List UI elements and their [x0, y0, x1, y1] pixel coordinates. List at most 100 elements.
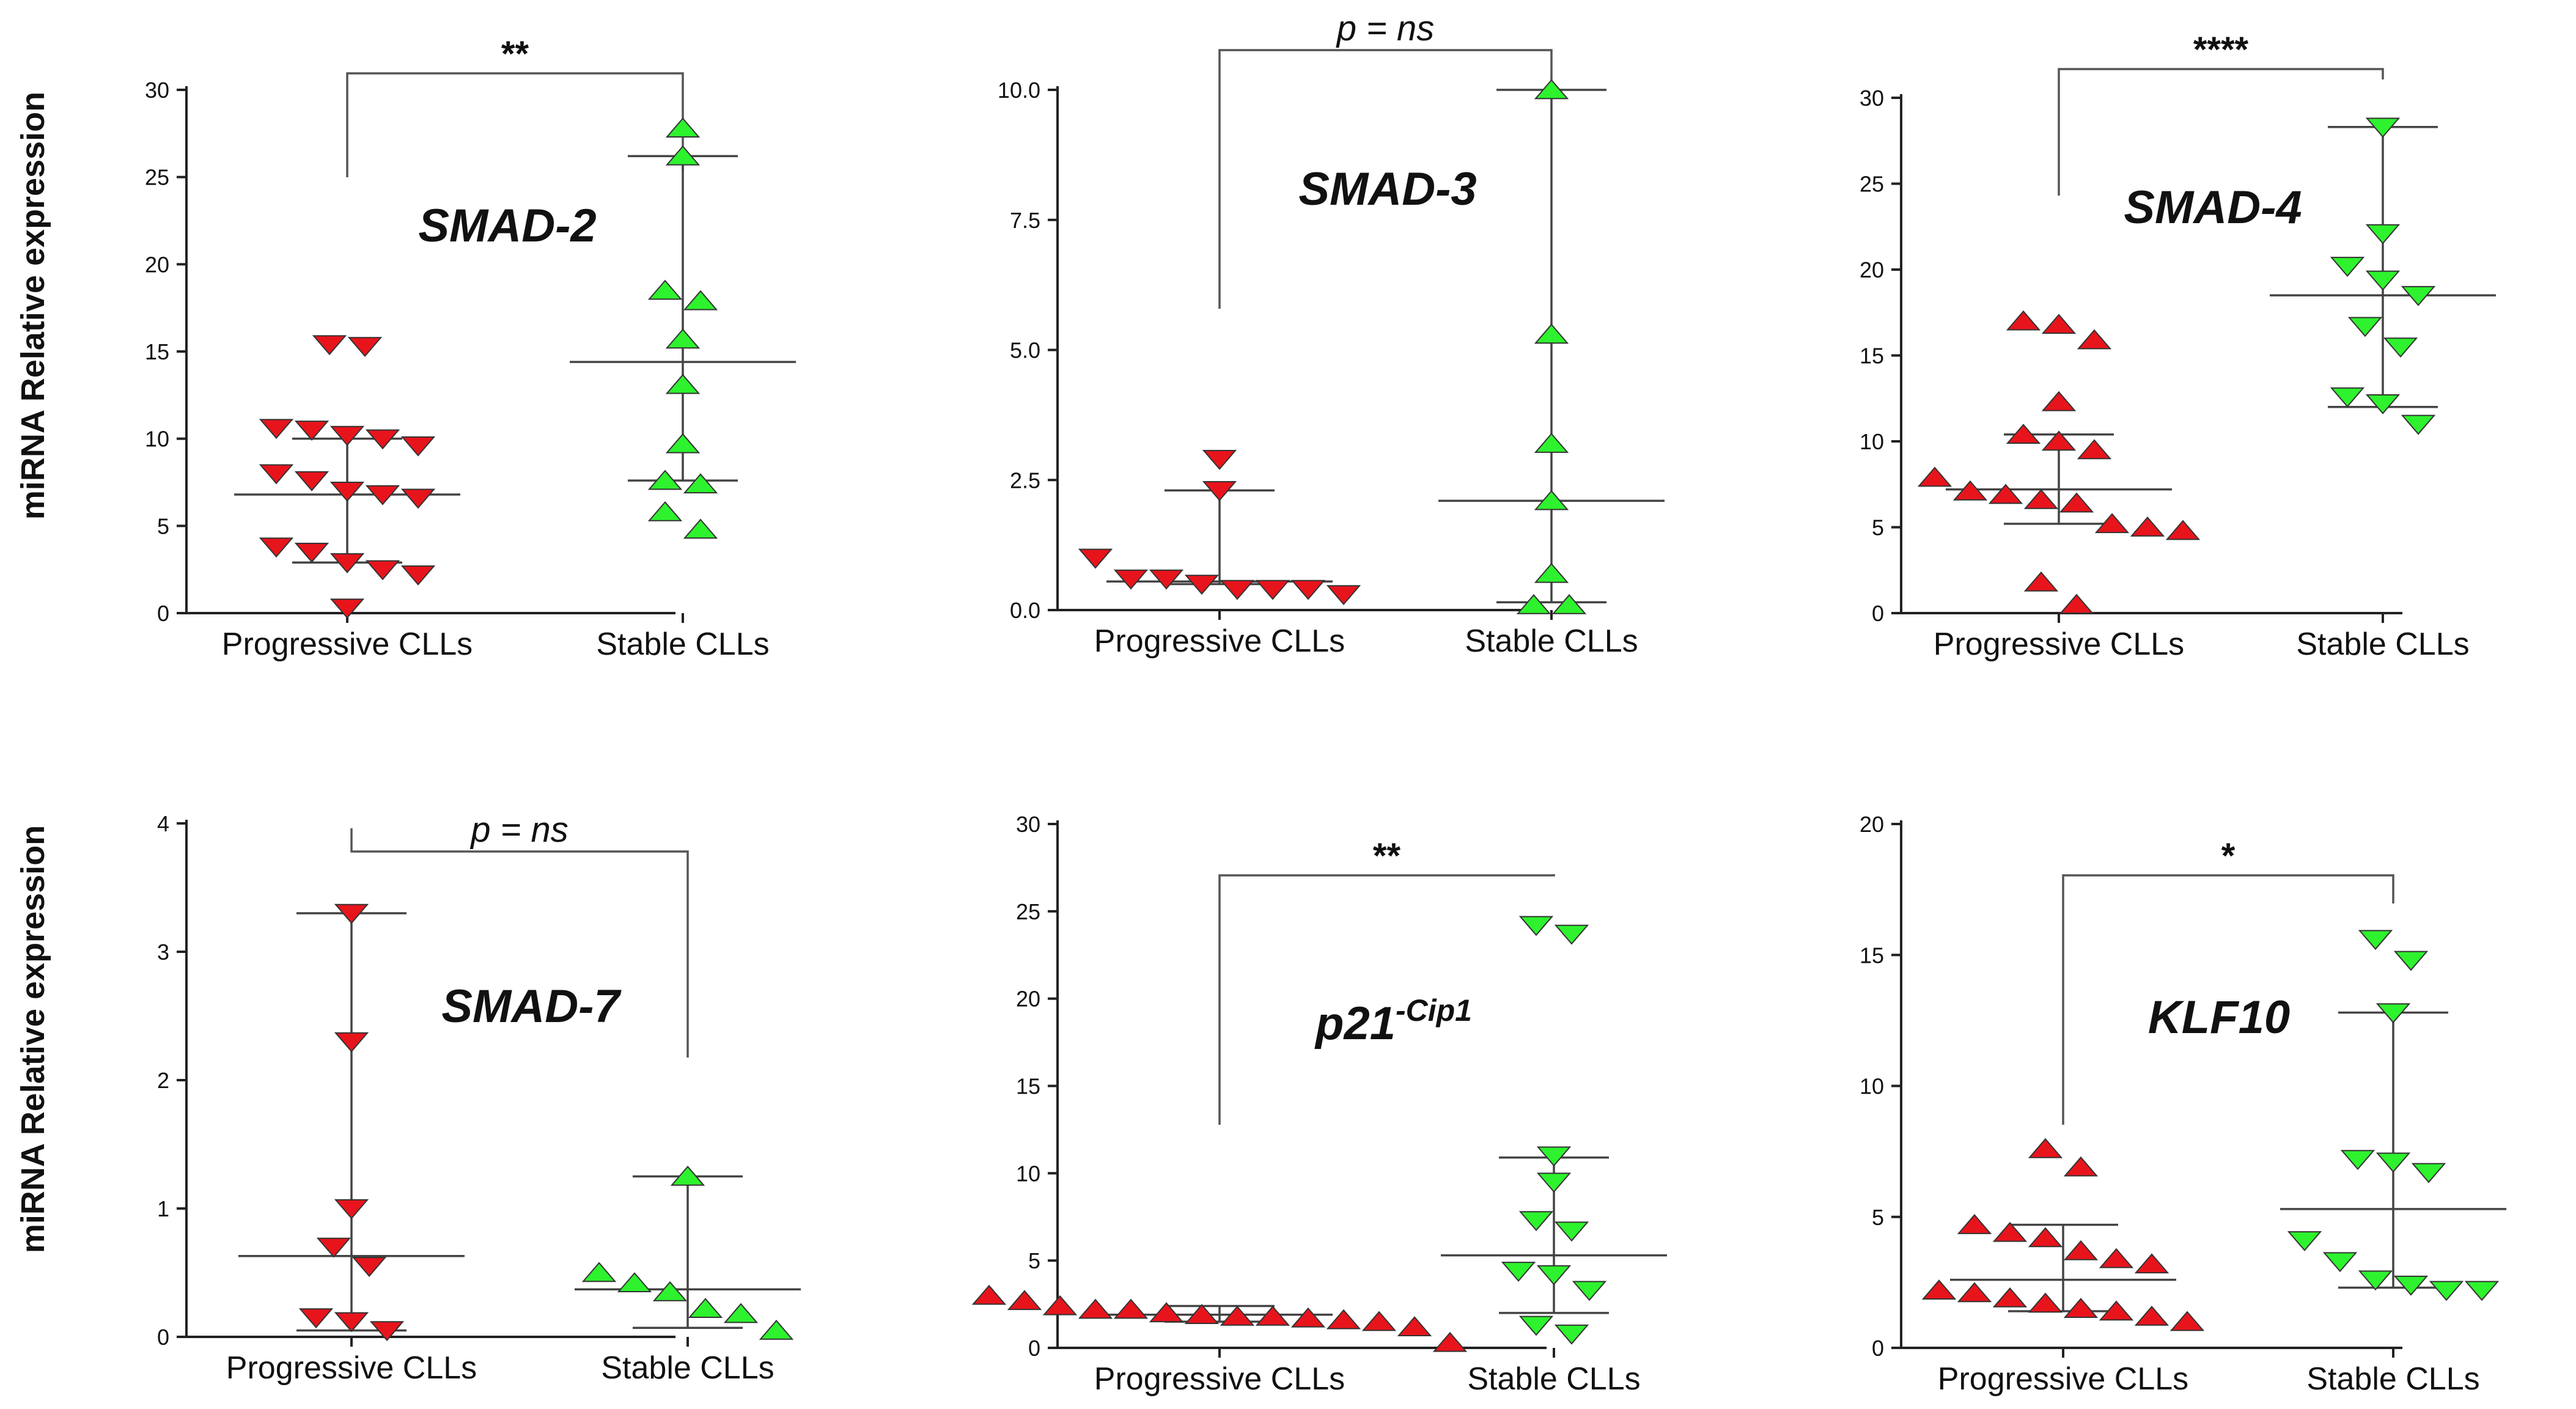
significance-label: * [2221, 836, 2236, 876]
y-tick-label: 2.5 [1010, 468, 1040, 493]
data-point [351, 1257, 387, 1278]
data-point [2063, 1298, 2099, 1318]
y-tick-label: 1 [157, 1196, 169, 1221]
data-point [683, 518, 718, 539]
data-point [1007, 1290, 1042, 1311]
data-point [1534, 323, 1569, 344]
data-point [2094, 513, 2130, 534]
x-category-label: Stable CLLs [596, 627, 769, 662]
series-progressive [1078, 449, 1361, 606]
data-point [1917, 466, 1952, 487]
series-progressive [971, 1284, 1468, 1352]
data-point [1113, 569, 1149, 590]
y-tick-label: 20 [145, 252, 169, 277]
data-point [2023, 488, 2059, 509]
data-point [2028, 1292, 2063, 1313]
data-point [2130, 516, 2165, 537]
y-tick-label: 0 [1872, 1336, 1884, 1361]
data-point [1534, 490, 1569, 510]
data-point [334, 903, 369, 924]
data-point [294, 421, 329, 441]
x-category-label: Stable CLLs [1465, 624, 1638, 659]
significance-bracket [1218, 49, 1553, 309]
data-point [1078, 1298, 1113, 1319]
x-category-label: Progressive CLLs [222, 627, 473, 662]
x-category-label: Stable CLLs [2296, 627, 2469, 662]
data-point [316, 1237, 351, 1258]
data-point [1432, 1331, 1468, 1352]
x-category-label: Stable CLLs [1467, 1361, 1640, 1397]
data-point [1992, 1287, 2028, 1308]
significance-label: p = ns [469, 810, 569, 850]
data-point [334, 1199, 369, 1220]
data-point [2134, 1306, 2169, 1326]
y-tick-label: 4 [157, 811, 169, 836]
y-tick-label: 5 [157, 513, 169, 539]
y-tick-label: 0 [1872, 601, 1884, 626]
x-category-label: Progressive CLLs [1938, 1361, 2188, 1397]
data-point [683, 473, 718, 494]
data-point [329, 482, 365, 502]
series-progressive [1921, 1138, 2205, 1331]
data-point [334, 1032, 369, 1053]
data-point [259, 464, 294, 485]
data-point [665, 373, 701, 394]
data-point [617, 1272, 652, 1293]
data-point [1220, 1306, 1255, 1326]
panel-6: 0 5 10 15 20 Progressive CLLs Stable CLLs * KLF1… [1860, 812, 2506, 1397]
data-point [259, 537, 294, 558]
gene-title: p21-Cip1 [1314, 993, 1472, 1050]
data-point [329, 553, 365, 573]
x-category-label: Stable CLLs [601, 1350, 774, 1386]
y-tick-label: 30 [1860, 86, 1884, 111]
data-point [1326, 1309, 1361, 1330]
data-point [2401, 414, 2436, 435]
data-point [2023, 571, 2059, 592]
data-point [1554, 1221, 1589, 1242]
data-point [1992, 1221, 2028, 1242]
data-point [723, 1303, 759, 1323]
data-point [2393, 951, 2429, 971]
series-progressive [1917, 310, 2201, 614]
panel-1: 0 5 10 15 20 25 30 Progressive CLLs Stable CLLs *… [145, 34, 796, 662]
data-point [1957, 1282, 1992, 1303]
y-tick-label: 0.0 [1010, 598, 1040, 623]
data-point [2063, 1240, 2099, 1260]
x-category-label: Progressive CLLs [1094, 624, 1345, 659]
data-point [2041, 314, 2077, 334]
data-point [259, 419, 294, 440]
data-point [2365, 394, 2401, 414]
data-point [1536, 1265, 1572, 1286]
data-point [369, 1321, 405, 1342]
significance-bracket [2062, 874, 2394, 1125]
significance-ns: ns [1397, 9, 1434, 48]
significance-ns: ns [531, 810, 569, 850]
data-point [1202, 481, 1237, 501]
data-point [2347, 317, 2383, 337]
data-point [2383, 337, 2418, 358]
y-tick-label: 15 [1860, 943, 1884, 968]
data-point [1554, 1324, 1589, 1345]
y-tick-label: 25 [1016, 899, 1040, 924]
data-point [665, 145, 701, 166]
data-point [652, 1281, 688, 1301]
data-point [688, 1298, 723, 1319]
gene-title: SMAD-2 [418, 200, 596, 252]
data-point [665, 328, 701, 349]
y-tick-label: 20 [1016, 987, 1040, 1012]
data-point [1518, 1211, 1554, 1232]
y-tick-label: 10 [1016, 1161, 1040, 1186]
data-point [2041, 391, 2077, 411]
data-point [294, 471, 329, 491]
data-point [1042, 1295, 1078, 1315]
y-tick-label: 15 [145, 339, 169, 364]
data-point [2006, 424, 2041, 444]
data-point [2365, 224, 2401, 245]
data-point [1326, 585, 1361, 606]
data-point [2041, 430, 2077, 451]
data-point [365, 560, 400, 581]
data-point [2099, 1248, 2134, 1268]
data-point [1501, 1262, 1536, 1282]
y-tick-label: 5 [1872, 515, 1884, 540]
y-tick-label: 25 [145, 165, 169, 190]
